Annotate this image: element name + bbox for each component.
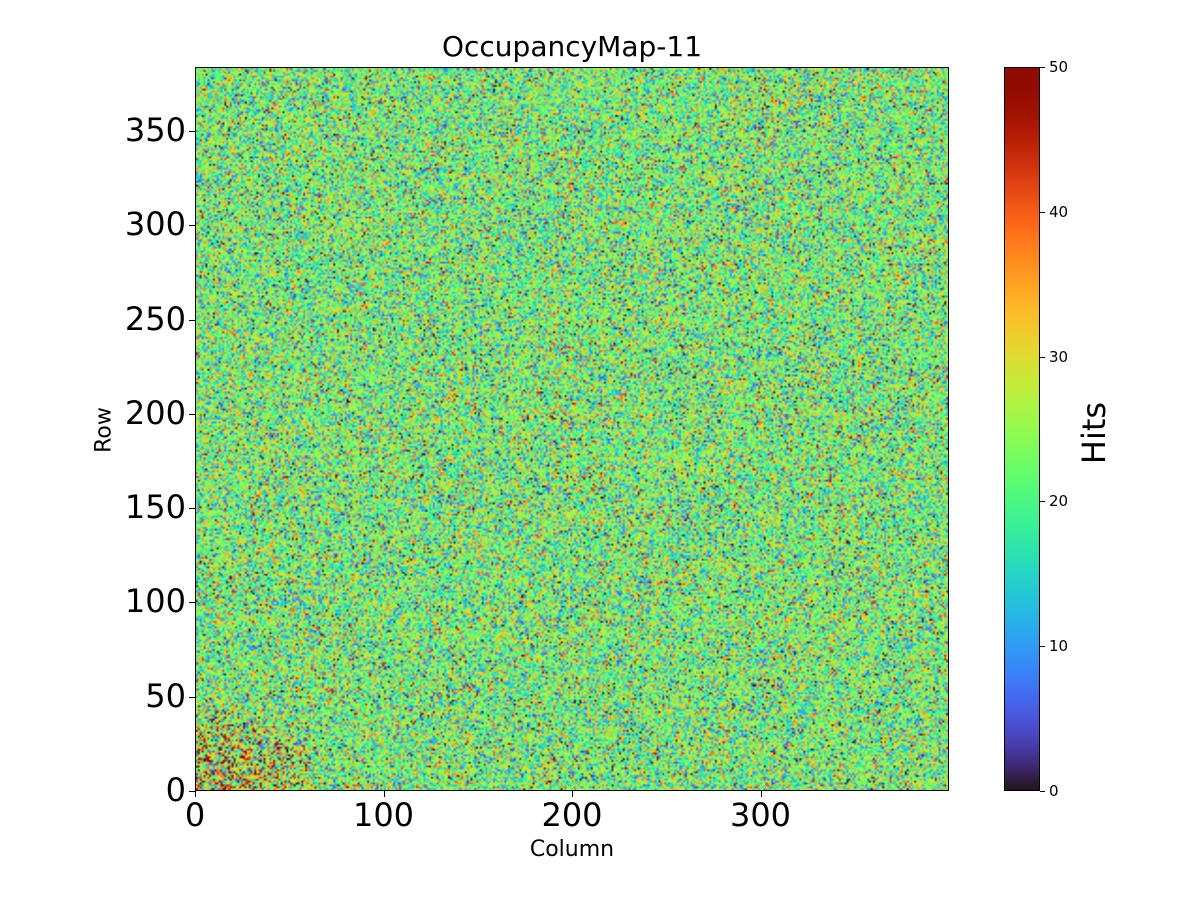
colorbar-tick-label: 30 (1049, 347, 1069, 366)
colorbar-tick (1040, 501, 1045, 503)
colorbar-tick (1040, 356, 1045, 358)
x-tick-label: 100 (352, 796, 415, 834)
y-tick (189, 131, 195, 133)
y-tick-label: 150 (124, 488, 186, 527)
x-axis-label: Column (529, 837, 615, 862)
chart-title: OccupancyMap-11 (441, 30, 703, 63)
colorbar-tick-label: 40 (1049, 202, 1069, 221)
x-tick (195, 791, 196, 797)
y-tick-label: 0 (165, 771, 186, 809)
colorbar-tick (1040, 67, 1045, 68)
y-tick (189, 508, 195, 510)
colorbar-label: Hits (1075, 401, 1113, 465)
y-tick-label: 100 (124, 582, 186, 621)
heatmap-cells (196, 68, 948, 790)
y-tick (189, 319, 195, 321)
x-tick (760, 791, 762, 797)
x-tick-label: 0 (184, 796, 206, 834)
y-tick-label: 50 (145, 676, 186, 715)
colorbar-tick-label: 0 (1049, 782, 1059, 800)
y-tick (189, 413, 195, 415)
y-tick (189, 602, 195, 604)
colorbar-tick (1040, 211, 1045, 213)
colorbar (1004, 67, 1040, 791)
y-tick (189, 791, 195, 792)
colorbar-gradient (1005, 68, 1039, 790)
colorbar-tick (1040, 646, 1045, 648)
y-tick (189, 225, 195, 227)
y-tick-label: 350 (124, 111, 186, 150)
y-tick (189, 696, 195, 698)
x-tick (572, 791, 573, 797)
y-tick-label: 250 (124, 299, 186, 338)
y-tick-label: 300 (124, 205, 186, 244)
colorbar-tick (1040, 791, 1045, 792)
x-tick-label: 300 (729, 796, 792, 834)
y-tick-label: 200 (124, 393, 186, 432)
colorbar-tick-label: 50 (1049, 58, 1069, 76)
y-axis-label: Row (91, 407, 117, 453)
heatmap-plot-area (195, 67, 949, 791)
colorbar-tick-label: 10 (1049, 637, 1069, 656)
x-tick-label: 200 (541, 796, 603, 834)
x-tick (383, 791, 385, 797)
colorbar-tick-label: 20 (1049, 492, 1069, 511)
